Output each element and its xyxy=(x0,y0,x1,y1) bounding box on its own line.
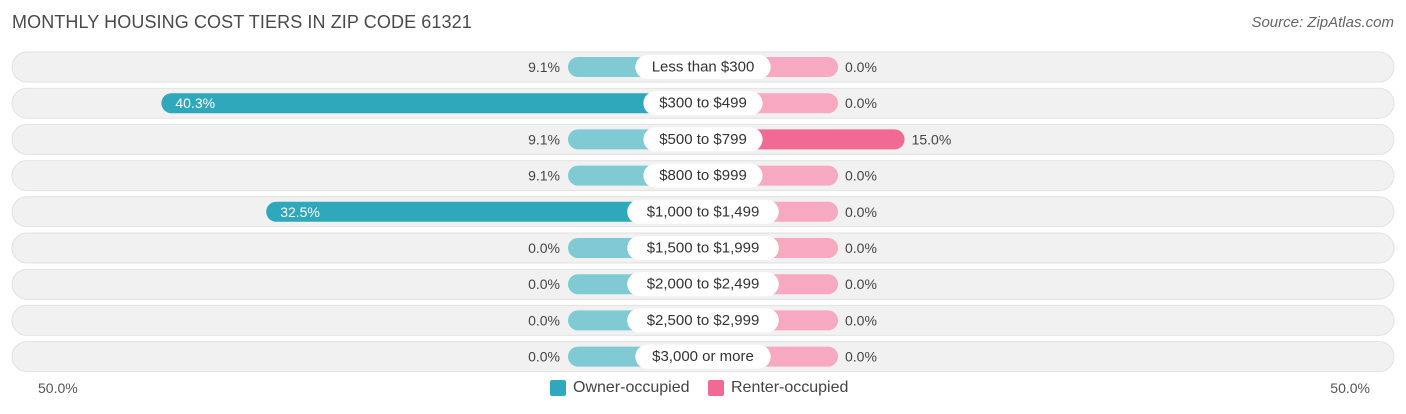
category-label: $2,000 to $2,499 xyxy=(647,276,760,293)
category-label: $2,500 to $2,999 xyxy=(647,312,760,329)
legend-item-owner: Owner-occupied xyxy=(550,379,690,397)
owner-value-label: 32.5% xyxy=(280,204,320,220)
renter-value-label: 0.0% xyxy=(845,276,877,292)
category-label-pill xyxy=(627,199,779,224)
renter-value-label: 15.0% xyxy=(912,131,952,147)
category-label: $3,000 or more xyxy=(652,348,754,365)
category-label-pill xyxy=(627,236,779,260)
category-label: Less than $300 xyxy=(652,59,755,76)
owner-value-label: 40.3% xyxy=(175,95,215,111)
category-label-pill xyxy=(643,163,763,188)
owner-value-label: 0.0% xyxy=(528,276,560,292)
category-label-pill xyxy=(635,344,771,369)
category-label: $1,500 to $1,999 xyxy=(647,240,760,257)
category-label: $500 to $799 xyxy=(659,131,747,148)
legend-swatch-renter xyxy=(708,380,724,396)
category-label-pill xyxy=(627,308,779,333)
legend-item-renter: Renter-occupied xyxy=(708,379,848,397)
category-label-pill xyxy=(643,127,763,152)
chart-source: Source: ZipAtlas.com xyxy=(1251,14,1394,31)
owner-bar xyxy=(266,201,703,222)
category-label-pill xyxy=(643,91,763,116)
renter-value-label: 0.0% xyxy=(845,59,877,75)
legend-label-owner: Owner-occupied xyxy=(573,379,690,396)
owner-value-label: 9.1% xyxy=(528,168,560,184)
category-label: $1,000 to $1,499 xyxy=(647,203,760,220)
axis-left-label: 50.0% xyxy=(38,380,78,396)
owner-bar xyxy=(161,93,704,114)
renter-value-label: 0.0% xyxy=(845,240,877,256)
legend: Owner-occupied Renter-occupied xyxy=(0,379,1406,401)
renter-value-label: 0.0% xyxy=(845,312,877,328)
chart-title: MONTHLY HOUSING COST TIERS IN ZIP CODE 6… xyxy=(12,12,472,32)
renter-value-label: 0.0% xyxy=(845,349,877,365)
category-label-pill xyxy=(627,272,779,297)
category-label-pill xyxy=(635,55,771,79)
owner-value-label: 0.0% xyxy=(528,349,560,365)
owner-value-label: 0.0% xyxy=(528,240,560,256)
renter-value-label: 0.0% xyxy=(845,168,877,184)
renter-value-label: 0.0% xyxy=(845,95,877,111)
renter-value-label: 0.0% xyxy=(845,204,877,220)
category-label: $300 to $499 xyxy=(659,95,747,112)
legend-swatch-owner xyxy=(550,380,566,396)
owner-value-label: 0.0% xyxy=(528,312,560,328)
axis-right-label: 50.0% xyxy=(1330,380,1370,396)
owner-value-label: 9.1% xyxy=(528,131,560,147)
owner-value-label: 9.1% xyxy=(528,59,560,75)
legend-label-renter: Renter-occupied xyxy=(731,379,849,396)
category-label: $800 to $999 xyxy=(659,167,747,184)
